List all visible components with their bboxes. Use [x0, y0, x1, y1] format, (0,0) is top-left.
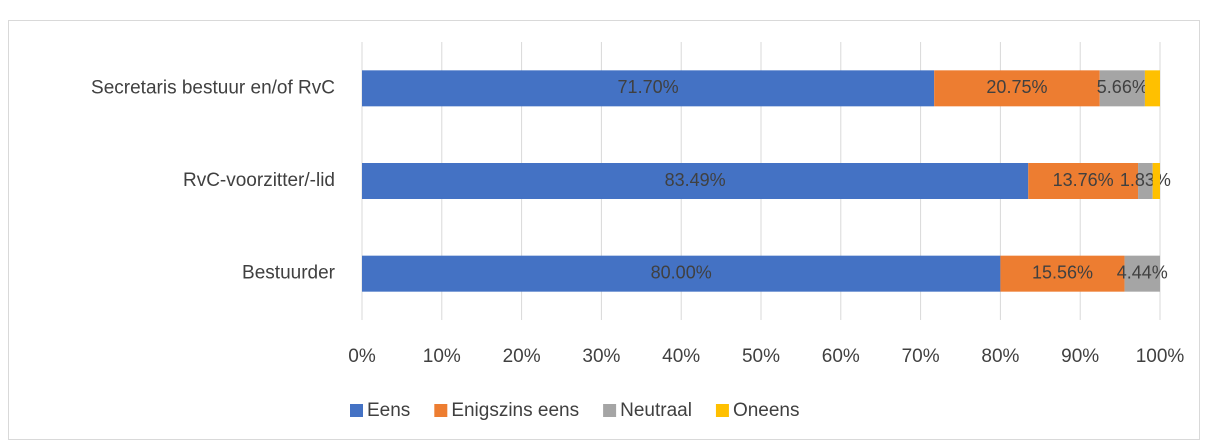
x-tick-label: 20% [503, 346, 541, 367]
legend-swatch [715, 404, 729, 417]
bar-segment [1152, 163, 1160, 199]
data-label: 5.66% [1097, 77, 1148, 97]
x-tick-label: 80% [981, 346, 1019, 367]
data-label: 13.76% [1053, 170, 1114, 190]
legend-label: Neutraal [620, 400, 692, 421]
bar-segment [362, 70, 935, 107]
legend-swatch [434, 404, 448, 417]
y-tick-label: RvC-voorzitter/-lid [183, 170, 335, 191]
legend-label: Oneens [733, 400, 800, 421]
x-tick-label: 100% [1136, 346, 1185, 367]
x-tick-label: 0% [348, 346, 376, 367]
bar-segment [362, 255, 1001, 292]
data-label: 20.75% [986, 77, 1047, 97]
y-tick-label: Bestuurder [242, 263, 336, 284]
legend-swatch [603, 404, 617, 417]
bar-segment [1138, 163, 1153, 199]
data-label: 15.56% [1032, 262, 1093, 282]
x-tick-label: 40% [662, 346, 700, 367]
bar-segment [1000, 255, 1125, 292]
bar-segment [362, 163, 1029, 199]
legend-swatch [350, 404, 363, 417]
x-tick-label: 60% [822, 346, 860, 367]
x-tick-label: 10% [423, 346, 461, 367]
legend-label: Enigszins eens [451, 400, 579, 421]
bar-segment [1144, 70, 1160, 107]
bar-segment [1028, 163, 1139, 199]
bar-segment [1124, 255, 1160, 292]
y-tick-label: Secretaris bestuur en/of RvC [91, 77, 335, 98]
data-label: 1.83% [1120, 170, 1171, 190]
x-tick-label: 70% [902, 346, 940, 367]
x-tick-label: 90% [1061, 346, 1099, 367]
legend-label: Eens [367, 400, 410, 421]
data-label: 4.44% [1117, 262, 1168, 282]
data-label: 71.70% [618, 77, 679, 97]
data-label: 83.49% [665, 170, 726, 190]
bar-segment [934, 70, 1100, 107]
x-tick-label: 30% [582, 346, 620, 367]
data-label: 80.00% [651, 262, 712, 282]
x-tick-label: 50% [742, 346, 780, 367]
bar-segment [1099, 70, 1145, 107]
